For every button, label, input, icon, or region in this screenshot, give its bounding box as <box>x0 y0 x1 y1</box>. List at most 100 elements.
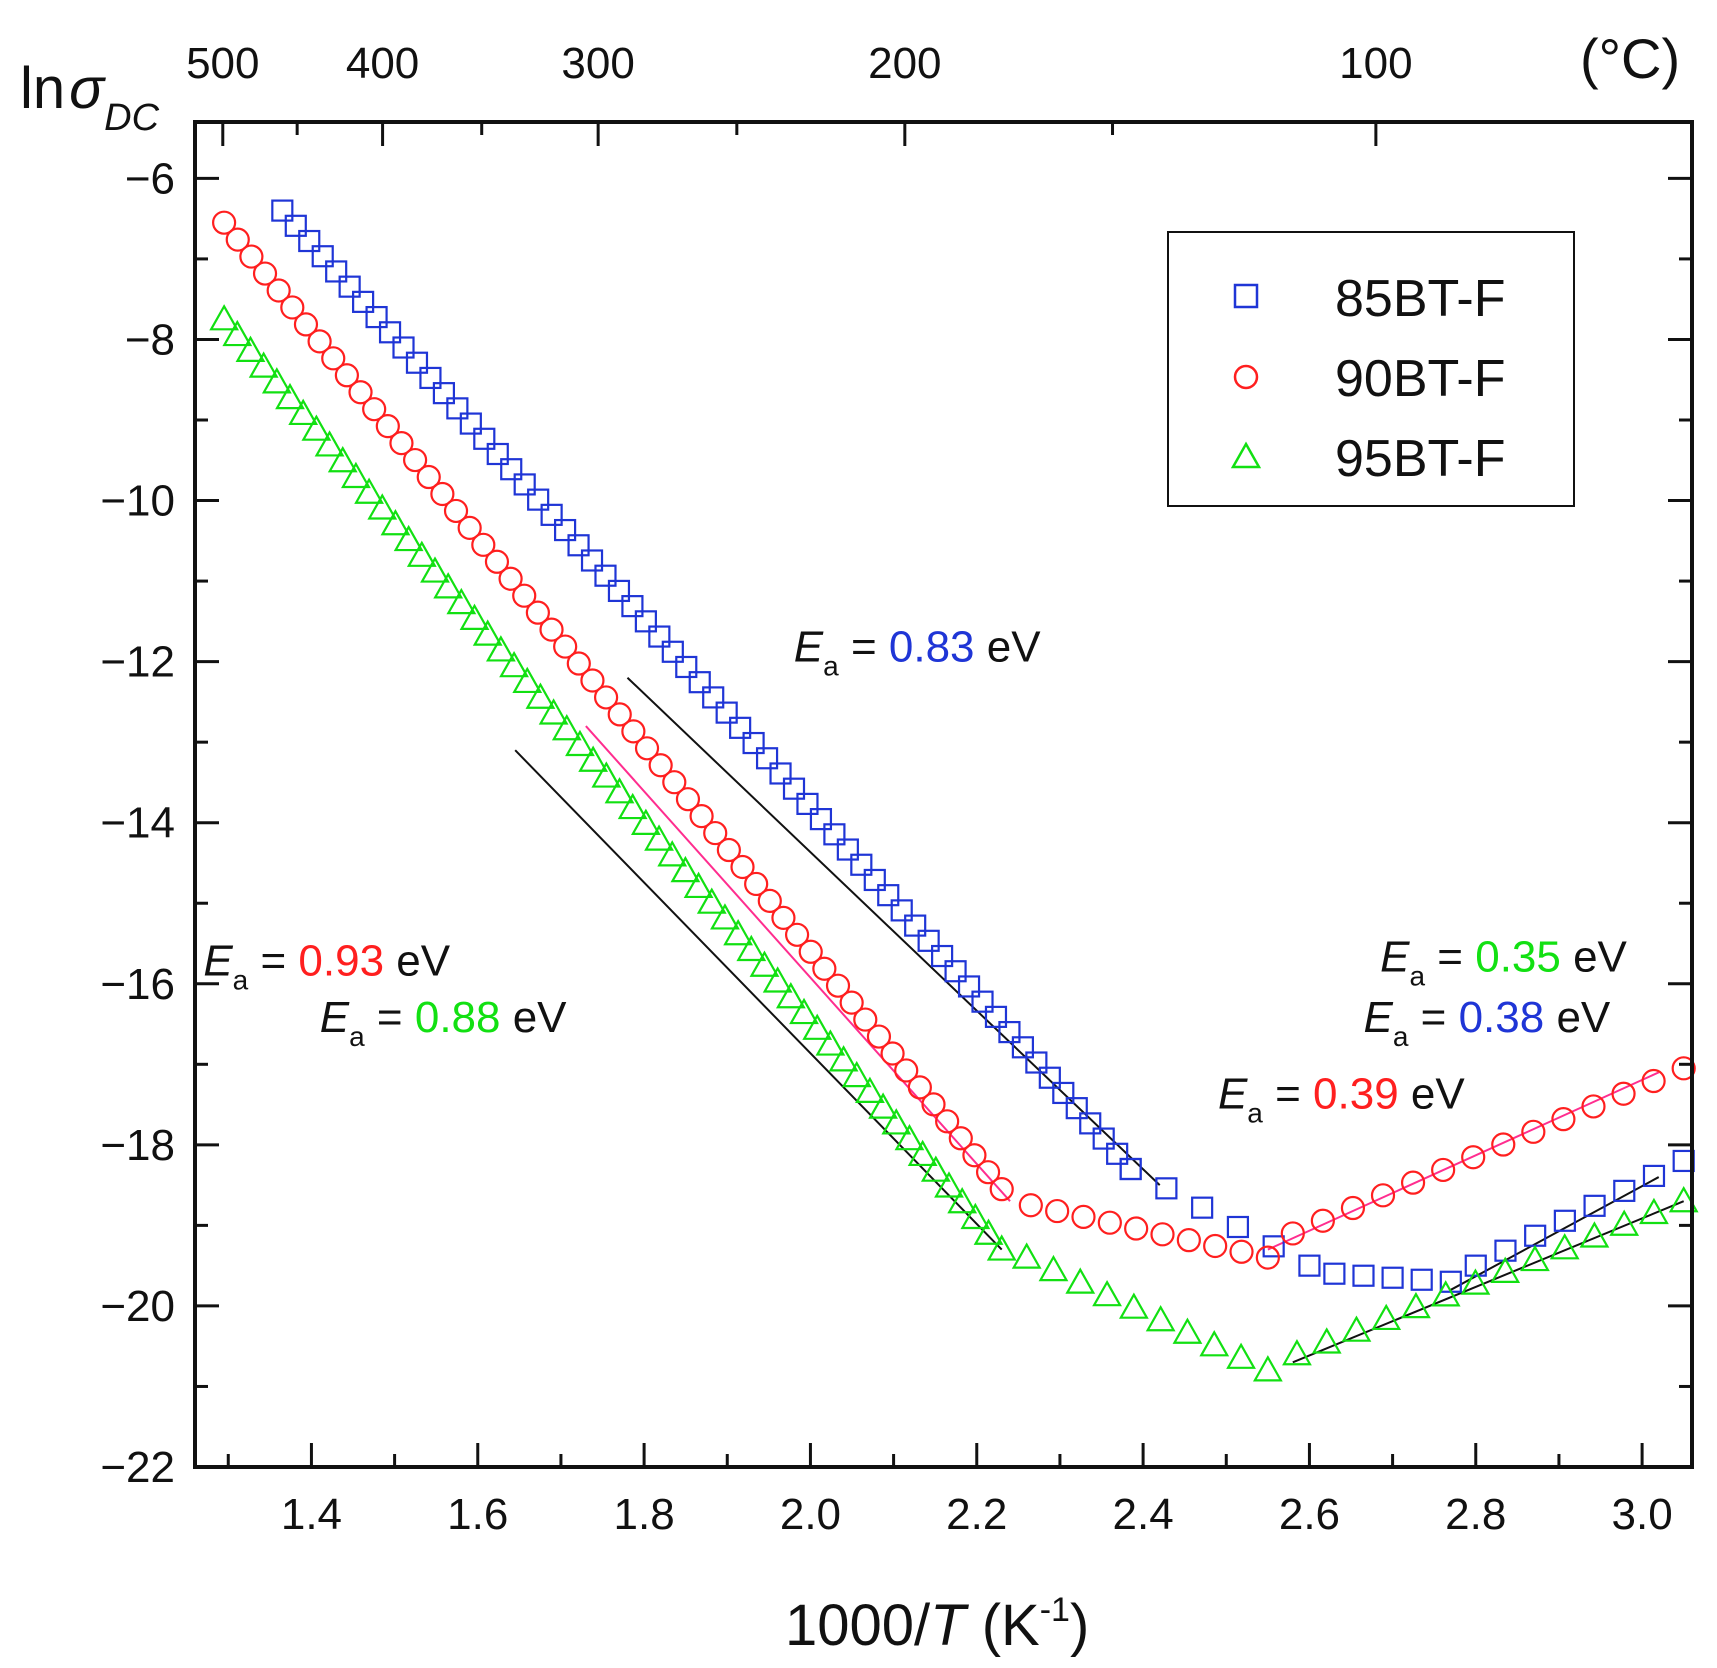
data-point-95bt-f <box>1549 1233 1580 1260</box>
data-point-85bt-f <box>1410 1268 1433 1291</box>
data-point-95bt-f <box>802 1013 833 1040</box>
top-axis-unit: (°C) <box>1580 27 1680 90</box>
fit-line-95bt-f <box>1292 1200 1685 1364</box>
data-point-90bt-f <box>730 854 755 880</box>
y-axis-title-subscript: DC <box>104 97 159 139</box>
data-point-95bt-f <box>1609 1209 1640 1236</box>
top-tick-label: 400 <box>346 39 419 88</box>
data-point-90bt-f <box>1018 1193 1043 1218</box>
data-point-90bt-f <box>593 685 619 710</box>
y-tick-label: −8 <box>125 315 175 364</box>
data-point-85bt-f <box>311 245 334 268</box>
data-point-85bt-f <box>957 975 981 998</box>
annotation-unit: eV <box>1544 993 1611 1042</box>
data-point-90bt-f <box>907 1075 932 1100</box>
data-point-95bt-f <box>828 1045 859 1072</box>
data-point-95bt-f <box>525 682 556 709</box>
data-point-95bt-f <box>1639 1197 1669 1225</box>
data-point-90bt-f <box>416 464 441 490</box>
x-tick-label: 2.0 <box>780 1490 841 1539</box>
data-point-90bt-f <box>1097 1210 1122 1235</box>
data-point-85bt-f <box>917 929 940 952</box>
annotation-value: 0.88 <box>415 993 501 1042</box>
data-point-90bt-f <box>921 1092 946 1117</box>
data-point-90bt-f <box>662 770 687 795</box>
data-point-85bt-f <box>1381 1266 1404 1289</box>
annotation-unit: eV <box>975 623 1042 672</box>
data-point-90bt-f <box>539 617 564 642</box>
data-point-95bt-f <box>1282 1339 1312 1366</box>
data-point-95bt-f <box>1430 1280 1461 1307</box>
annotation-e: E <box>1363 993 1393 1042</box>
data-point-85bt-f <box>823 823 846 846</box>
x-tick-label: 2.8 <box>1445 1490 1506 1539</box>
data-point-90bt-f <box>553 634 578 659</box>
y-tick-label: −16 <box>100 960 175 1009</box>
data-point-85bt-f <box>1155 1177 1178 1200</box>
data-point-95bt-f <box>275 382 305 410</box>
fit-line-90bt-f <box>585 725 1011 1202</box>
data-point-90bt-f <box>771 905 796 930</box>
data-point-95bt-f <box>1011 1242 1042 1269</box>
data-point-95bt-f <box>538 698 569 725</box>
data-point-95bt-f <box>367 493 398 520</box>
data-point-95bt-f <box>1341 1315 1372 1342</box>
data-point-95bt-f <box>578 745 609 772</box>
data-point-95bt-f <box>881 1108 912 1135</box>
data-point-90bt-f <box>1203 1233 1228 1259</box>
data-point-90bt-f <box>1176 1228 1201 1253</box>
annotation-ea-038: Ea = 0.38 eV <box>1363 993 1610 1052</box>
data-point-90bt-f <box>689 804 714 829</box>
data-point-95bt-f <box>670 855 701 883</box>
data-point-90bt-f <box>362 397 387 422</box>
fit-line-95bt-f <box>514 749 1003 1251</box>
data-point-85bt-f <box>298 229 321 253</box>
data-point-90bt-f <box>1400 1170 1426 1195</box>
data-point-85bt-f <box>419 366 442 390</box>
data-point-85bt-f <box>1079 1112 1102 1135</box>
data-point-95bt-f <box>1092 1279 1122 1307</box>
data-point-85bt-f <box>836 838 859 861</box>
data-point-90bt-f <box>1370 1183 1396 1208</box>
annotation-value: 0.93 <box>298 937 384 986</box>
data-point-90bt-f <box>975 1160 1001 1185</box>
data-point-95bt-f <box>565 729 595 757</box>
top-tick-label: 300 <box>561 39 634 88</box>
annotation-e: E <box>320 993 350 1042</box>
annotation-ea-093: Ea = 0.93 eV <box>203 937 450 996</box>
data-point-85bt-f <box>688 671 711 694</box>
data-point-95bt-f <box>420 556 450 583</box>
y-axis-title-symbol: σ <box>69 56 106 121</box>
data-point-90bt-f <box>498 566 523 591</box>
data-point-90bt-f <box>744 871 769 897</box>
data-point-85bt-f <box>325 260 348 283</box>
data-point-85bt-f <box>271 199 294 222</box>
data-point-85bt-f <box>809 808 833 831</box>
data-point-90bt-f <box>239 244 264 269</box>
data-point-90bt-f <box>252 261 278 286</box>
data-point-95bt-f <box>459 603 490 630</box>
annotation-eq: = <box>365 993 415 1042</box>
y-tick-label: −6 <box>125 154 175 203</box>
data-point-90bt-f <box>1255 1245 1280 1270</box>
data-point-90bt-f <box>443 498 469 524</box>
data-point-95bt-f <box>485 635 516 662</box>
data-point-90bt-f <box>375 414 400 439</box>
data-point-85bt-f <box>1119 1157 1142 1181</box>
data-point-90bt-f <box>948 1126 973 1151</box>
tick-labels: 1.4 1.6 1.8 2.0 2.2 2.4 2.6 2.8 3.0 −6 −8 −10 −12 −14… <box>100 39 1672 1539</box>
data-point-90bt-f <box>525 600 550 625</box>
data-point-85bt-f <box>553 518 577 542</box>
data-point-95bt-f <box>710 903 740 930</box>
annotation-text: Ea = 0.35 eV <box>1380 933 1627 992</box>
data-point-90bt-f <box>621 719 646 744</box>
y-axis-title-ln: ln <box>20 56 65 121</box>
data-point-90bt-f <box>1611 1081 1636 1106</box>
data-point-95bt-f <box>1579 1221 1610 1248</box>
data-point-85bt-f <box>446 397 469 420</box>
data-point-85bt-f <box>1052 1081 1075 1105</box>
data-point-95bt-f <box>1145 1305 1176 1332</box>
y-tick-label: −22 <box>100 1443 175 1492</box>
annotation-value: 0.39 <box>1313 1070 1399 1119</box>
data-point-95bt-f <box>960 1202 991 1230</box>
